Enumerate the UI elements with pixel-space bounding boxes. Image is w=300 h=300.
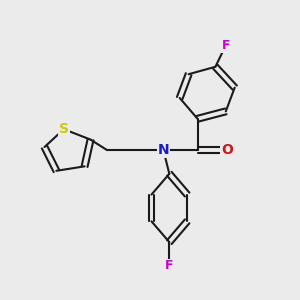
Text: F: F — [221, 39, 230, 52]
Text: F: F — [165, 260, 174, 272]
Text: N: N — [158, 143, 169, 157]
Text: S: S — [59, 122, 69, 136]
Text: O: O — [221, 143, 233, 157]
